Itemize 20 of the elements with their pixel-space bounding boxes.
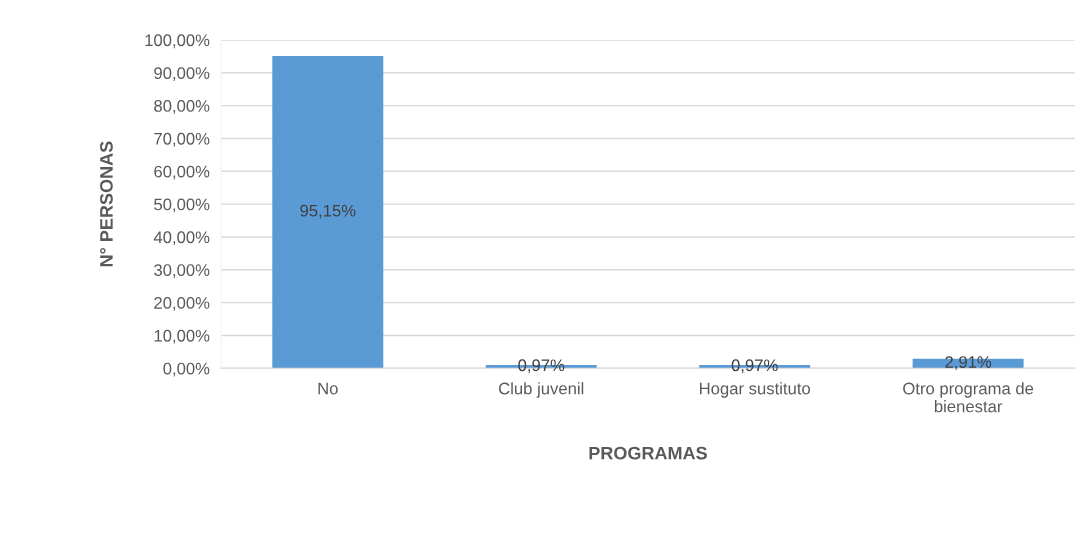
y-tick-label: 100,00% [145, 34, 210, 49]
data-label: 95,15% [300, 204, 356, 219]
y-tick-label: 50,00% [154, 198, 210, 213]
y-tick-label: 60,00% [154, 165, 210, 180]
x-tick-label: Otro programa de bienestar [903, 382, 1034, 413]
y-tick-label: 30,00% [154, 264, 210, 278]
y-axis-title: N° PERSONAS [100, 141, 113, 267]
y-tick-label: 80,00% [154, 100, 210, 114]
x-tick-label: Hogar sustituto [700, 382, 811, 398]
y-tick-label: 40,00% [153, 231, 210, 246]
y-tick-label: 10,00% [154, 329, 210, 344]
data-label: 2,91% [945, 356, 992, 370]
x-axis-title: PROGRAMAS [589, 446, 707, 460]
y-tick-label: 0,00% [163, 362, 210, 377]
y-tick-label: 90,00% [154, 67, 210, 81]
x-tick-label: Club juvenil [499, 382, 584, 398]
x-tick-label: No [318, 382, 338, 395]
y-tick-label: 70,00% [154, 132, 210, 147]
bar [272, 55, 384, 369]
y-tick-label: 20,00% [154, 297, 210, 311]
